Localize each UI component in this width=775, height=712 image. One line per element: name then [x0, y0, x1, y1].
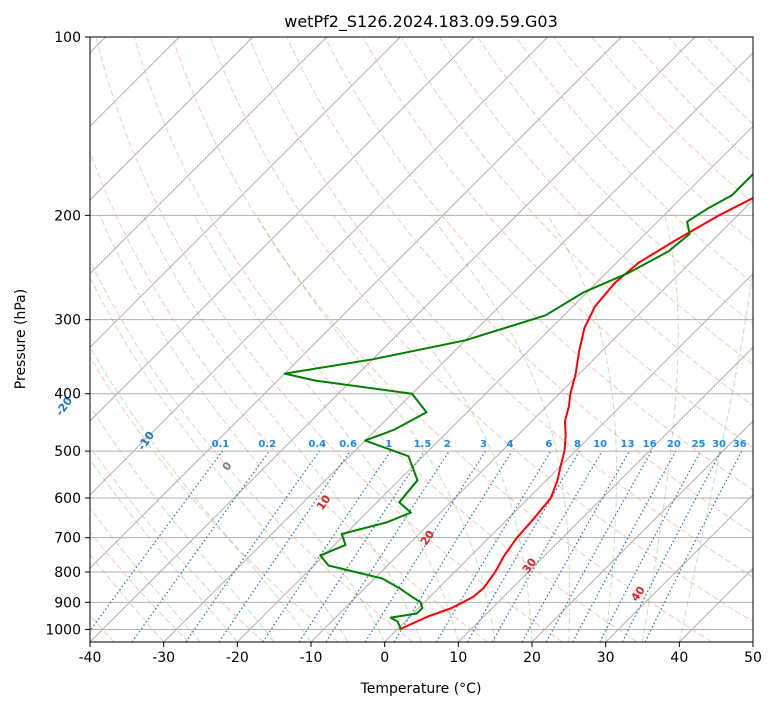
mixing-ratio-label: 0.6 [339, 439, 357, 450]
y-tick-label: 400 [54, 387, 81, 403]
y-tick-label: 1000 [45, 622, 81, 638]
x-tick-label: 50 [744, 650, 762, 666]
x-axis-label: Temperature (°C) [360, 681, 482, 697]
x-tick-label: -30 [152, 650, 175, 666]
x-tick-label: 40 [670, 650, 688, 666]
y-tick-label: 200 [54, 208, 81, 224]
x-tick-label: 20 [523, 650, 541, 666]
mixing-ratio-label: 1 [385, 439, 392, 450]
x-tick-label: 10 [449, 650, 467, 666]
mixing-ratio-label: 25 [692, 439, 706, 450]
mixing-ratio-label: 16 [643, 439, 657, 450]
y-tick-label: 100 [54, 30, 81, 46]
mixing-ratio-label: 1.5 [414, 439, 432, 450]
mixing-ratio-label: 30 [712, 439, 726, 450]
x-tick-label: -10 [300, 650, 323, 666]
x-tick-label: -40 [79, 650, 102, 666]
y-tick-label: 800 [54, 565, 81, 581]
y-tick-label: 500 [54, 444, 81, 460]
mixing-ratio-label: 2 [444, 439, 451, 450]
plot-background [90, 37, 753, 642]
mixing-ratio-label: 6 [545, 439, 552, 450]
mixing-ratio-label: 3 [480, 439, 487, 450]
chart-title: wetPf2_S126.2024.183.09.59.G03 [284, 12, 558, 32]
y-axis-label: Pressure (hPa) [13, 289, 29, 389]
isotherm-gridline [753, 37, 775, 642]
mixing-ratio-label: 0.4 [308, 439, 326, 450]
x-tick-label: 0 [380, 650, 389, 666]
mixing-ratio-label: 13 [621, 439, 635, 450]
x-tick-label: 30 [597, 650, 615, 666]
y-tick-label: 700 [54, 531, 81, 547]
mixing-ratio-label: 0.1 [212, 439, 230, 450]
y-tick-label: 300 [54, 313, 81, 329]
y-tick-label: 600 [54, 491, 81, 507]
mixing-ratio-label: 20 [667, 439, 681, 450]
y-tick-label: 900 [54, 595, 81, 611]
x-tick-label: -20 [226, 650, 249, 666]
mixing-ratio-label: 10 [593, 439, 607, 450]
mixing-ratio-label: 8 [574, 439, 581, 450]
mixing-ratio-label: 0.2 [258, 439, 276, 450]
mixing-ratio-label: 4 [507, 439, 514, 450]
mixing-ratio-label: 36 [733, 439, 747, 450]
